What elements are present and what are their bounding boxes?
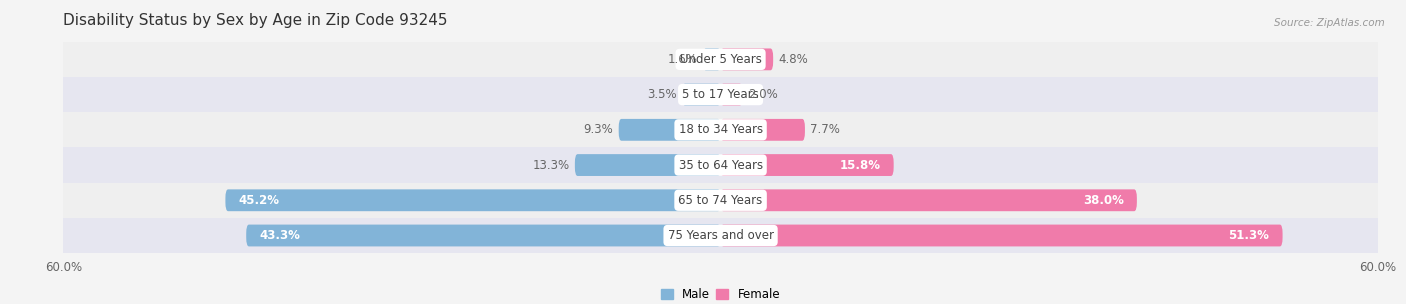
Legend: Male, Female: Male, Female xyxy=(661,288,780,301)
FancyBboxPatch shape xyxy=(720,119,804,141)
FancyBboxPatch shape xyxy=(720,84,742,105)
FancyBboxPatch shape xyxy=(720,189,1137,211)
Text: 35 to 64 Years: 35 to 64 Years xyxy=(679,159,762,171)
Text: 45.2%: 45.2% xyxy=(239,194,280,207)
Bar xyxy=(63,77,1378,112)
Text: 13.3%: 13.3% xyxy=(533,159,569,171)
Text: 9.3%: 9.3% xyxy=(583,123,613,136)
Text: Source: ZipAtlas.com: Source: ZipAtlas.com xyxy=(1274,18,1385,28)
FancyBboxPatch shape xyxy=(575,154,720,176)
Text: 65 to 74 Years: 65 to 74 Years xyxy=(679,194,762,207)
FancyBboxPatch shape xyxy=(703,48,720,70)
Text: 3.5%: 3.5% xyxy=(647,88,676,101)
Text: 7.7%: 7.7% xyxy=(810,123,841,136)
FancyBboxPatch shape xyxy=(225,189,720,211)
Text: 43.3%: 43.3% xyxy=(259,229,301,242)
Bar xyxy=(63,218,1378,253)
Bar xyxy=(63,112,1378,147)
Text: 15.8%: 15.8% xyxy=(839,159,880,171)
Text: 2.0%: 2.0% xyxy=(748,88,778,101)
FancyBboxPatch shape xyxy=(720,225,1282,247)
Bar xyxy=(63,42,1378,77)
Text: 5 to 17 Years: 5 to 17 Years xyxy=(682,88,759,101)
Text: 18 to 34 Years: 18 to 34 Years xyxy=(679,123,762,136)
FancyBboxPatch shape xyxy=(720,48,773,70)
Bar xyxy=(63,147,1378,183)
FancyBboxPatch shape xyxy=(682,84,720,105)
Text: 1.6%: 1.6% xyxy=(668,53,697,66)
FancyBboxPatch shape xyxy=(720,154,894,176)
FancyBboxPatch shape xyxy=(619,119,720,141)
Bar xyxy=(63,183,1378,218)
Text: Disability Status by Sex by Age in Zip Code 93245: Disability Status by Sex by Age in Zip C… xyxy=(63,13,447,28)
Text: 51.3%: 51.3% xyxy=(1229,229,1270,242)
Text: 38.0%: 38.0% xyxy=(1083,194,1123,207)
Text: Under 5 Years: Under 5 Years xyxy=(679,53,762,66)
Text: 75 Years and over: 75 Years and over xyxy=(668,229,773,242)
Text: 4.8%: 4.8% xyxy=(779,53,808,66)
FancyBboxPatch shape xyxy=(246,225,720,247)
